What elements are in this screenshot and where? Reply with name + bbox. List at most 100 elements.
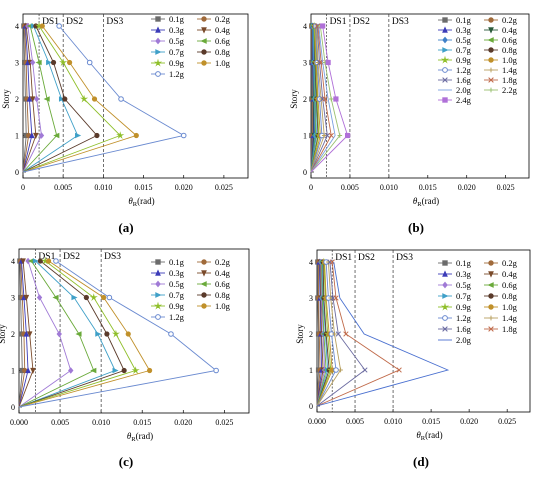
legend-item: 0.3g — [438, 269, 472, 279]
marker-stroke — [327, 259, 333, 265]
legend-label: 2.4g — [456, 95, 472, 105]
marker-stroke — [322, 96, 328, 102]
x-tick-label: 0.015 — [135, 183, 153, 192]
marker — [155, 259, 161, 265]
marker — [121, 367, 127, 374]
marker — [201, 270, 207, 277]
series — [22, 23, 82, 173]
series — [18, 258, 36, 408]
marker-stroke — [396, 367, 402, 373]
marker — [133, 132, 139, 139]
y-tick-label: 4 — [11, 257, 15, 266]
legend-label: 0.3g — [169, 268, 185, 278]
x-axis-unit: (rad) — [422, 196, 440, 206]
damage-limit-label: DS2 — [63, 252, 80, 262]
legend-item: 1.2g — [151, 312, 185, 322]
marker — [321, 133, 327, 138]
series — [22, 23, 139, 173]
marker — [201, 27, 207, 34]
series — [310, 25, 336, 173]
legend-label: 0.7g — [456, 45, 472, 55]
marker — [396, 367, 402, 373]
marker — [344, 132, 351, 139]
series — [18, 258, 219, 408]
legend-item: 0.6g — [484, 35, 518, 45]
series — [316, 259, 402, 407]
x-axis-unit: (rad) — [425, 430, 443, 440]
x-tick-label: 0 — [21, 183, 25, 192]
marker — [75, 132, 82, 139]
legend-label: 0.9g — [169, 301, 185, 311]
marker — [488, 304, 494, 310]
marker — [53, 132, 60, 139]
damage-limit-label: DS3 — [396, 253, 413, 263]
damage-limit-label: DS3 — [106, 17, 123, 27]
y-tick-label: 1 — [309, 366, 313, 375]
series — [18, 258, 127, 408]
legend-label: 2.2g — [502, 85, 518, 95]
series-line — [310, 25, 336, 173]
marker — [442, 260, 448, 266]
legend-label: 0.9g — [456, 55, 472, 65]
y-axis-title: Story — [295, 324, 305, 344]
legend-item: 0.3g — [151, 25, 185, 35]
marker — [200, 281, 207, 287]
x-axis-symbol: θ — [413, 196, 418, 206]
marker — [118, 96, 124, 102]
x-tick-label: 0.005 — [51, 418, 69, 427]
marker — [116, 131, 125, 139]
marker — [442, 315, 448, 321]
marker — [155, 71, 161, 77]
marker — [112, 367, 119, 374]
legend-label: 1.0g — [502, 55, 518, 65]
marker-stroke — [488, 77, 494, 83]
marker-stroke — [328, 132, 334, 139]
x-tick-label: 0.020 — [174, 418, 192, 427]
marker — [201, 16, 207, 22]
plot-frame — [18, 248, 250, 414]
plot-frame — [22, 13, 249, 179]
marker — [56, 330, 62, 338]
marker — [201, 292, 207, 298]
marker — [488, 77, 494, 83]
marker-stroke — [333, 295, 339, 301]
marker — [155, 26, 161, 33]
marker — [68, 367, 74, 374]
marker — [37, 258, 43, 264]
legend-label: 0.8g — [215, 290, 231, 300]
legend-label: 0.1g — [169, 257, 185, 267]
legend-item: 0.9g — [151, 58, 185, 68]
legend-item: 0.1g — [438, 15, 472, 25]
marker — [442, 47, 449, 53]
x-tick-label: 0.010 — [92, 418, 110, 427]
chart-panel: 0 0.005 0.010 0.015 0.020 0.025 0 1 2 3 4 Story θR(r… — [1, 13, 249, 235]
legend-item: 2.2g — [484, 85, 518, 95]
legend-item: 1.0g — [484, 55, 518, 65]
legend-label: 0.2g — [215, 14, 231, 24]
marker — [29, 96, 36, 103]
x-tick-label: 0.020 — [458, 183, 476, 192]
x-axis-symbol: θ — [416, 430, 421, 440]
marker — [315, 23, 321, 29]
y-axis-title: Story — [1, 89, 11, 109]
legend-label: 0.9g — [169, 58, 185, 68]
series — [22, 23, 187, 173]
marker-stroke — [488, 326, 494, 332]
marker — [337, 133, 343, 138]
marker — [94, 132, 100, 139]
marker — [180, 132, 187, 139]
x-tick-label: 0.010 — [94, 183, 112, 192]
marker-stroke — [362, 367, 368, 373]
marker — [335, 331, 341, 337]
marker — [25, 366, 31, 374]
legend-item: 0.1g — [151, 257, 185, 267]
legend-label: 1.6g — [456, 324, 472, 334]
marker — [440, 302, 450, 311]
legend-label: 0.9g — [456, 302, 472, 312]
x-axis-title: θR(rad) — [127, 431, 153, 443]
legend-label: 0.8g — [502, 45, 518, 55]
marker — [333, 295, 339, 301]
legend-label: 0.7g — [169, 47, 185, 57]
marker — [83, 294, 89, 301]
